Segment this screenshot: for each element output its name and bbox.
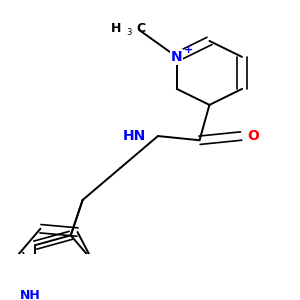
Text: H: H [111, 22, 122, 35]
Text: NH: NH [20, 289, 41, 300]
Text: C: C [136, 22, 145, 35]
Text: HN: HN [123, 129, 146, 143]
Text: +: + [184, 45, 194, 55]
Text: O: O [247, 129, 259, 143]
Text: N: N [171, 50, 183, 64]
Text: 3: 3 [127, 28, 132, 37]
